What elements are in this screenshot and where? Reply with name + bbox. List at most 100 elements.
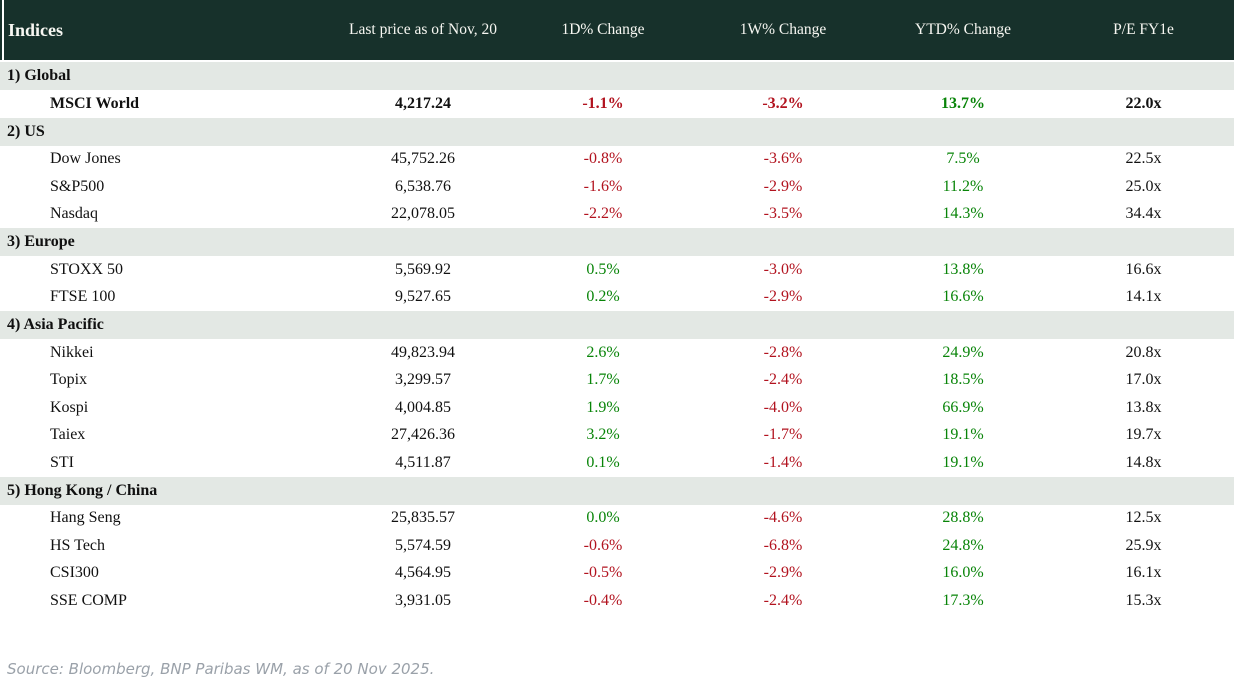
table-row: SSE COMP 3,931.05 -0.4% -2.4% 17.3% 15.3x [0,587,1234,615]
change-ytd: 16.0% [942,564,984,582]
change-ytd: 13.7% [941,94,985,112]
table-row: Hang Seng 25,835.57 0.0% -4.6% 28.8% 12.5x [0,504,1234,532]
change-1d: -0.5% [583,564,623,582]
pe-ratio: 14.8x [1125,453,1162,471]
last-price: 3,931.05 [395,591,451,609]
change-1d: -0.8% [583,150,623,168]
last-price: 22,078.05 [391,205,455,223]
pe-ratio: 19.7x [1125,426,1162,444]
index-name: Nasdaq [50,205,98,223]
change-ytd: 7.5% [946,150,980,168]
change-1w: -3.2% [762,94,804,112]
table-row: MSCI World 4,217.24 -1.1% -3.2% 13.7% 22.0x [0,90,1234,118]
last-price: 6,538.76 [395,177,451,195]
pe-ratio: 25.9x [1125,536,1162,554]
pe-ratio: 22.5x [1125,150,1162,168]
column-header-ytd-change: YTD% Change [915,21,1011,38]
change-1d: -1.1% [582,94,624,112]
change-1w: -2.4% [763,591,803,609]
last-price: 4,217.24 [395,94,451,112]
column-header-last-price: Last price as of Nov, 20 [349,21,497,38]
column-header-1d-change: 1D% Change [561,21,645,38]
change-1w: -1.7% [763,426,803,444]
section-row: 2) US [0,117,1234,146]
last-price: 25,835.57 [391,509,455,527]
change-ytd: 19.1% [942,453,984,471]
section-row: 1) Global [0,62,1234,90]
section-label: 3) Europe [7,233,75,250]
index-name: STOXX 50 [50,260,124,278]
change-1w: -4.6% [763,509,803,527]
pe-ratio: 17.0x [1125,371,1162,389]
pe-ratio: 15.3x [1125,591,1162,609]
index-name: Dow Jones [50,150,121,168]
last-price: 45,752.26 [391,150,455,168]
table-header: Indices Last price as of Nov, 20 1D% Cha… [0,0,1234,60]
change-1w: -6.8% [763,536,803,554]
pe-ratio: 13.8x [1125,398,1162,416]
pe-ratio: 25.0x [1125,177,1162,195]
last-price: 27,426.36 [391,426,455,444]
index-name: Topix [50,371,88,389]
change-ytd: 19.1% [942,426,984,444]
table-row: Nikkei 49,823.94 2.6% -2.8% 24.9% 20.8x [0,339,1234,367]
last-price: 4,564.95 [395,564,451,582]
change-1w: -3.0% [763,260,803,278]
index-name: STI [50,453,74,471]
index-name: Kospi [50,398,89,416]
last-price: 3,299.57 [395,371,451,389]
indices-table: Indices Last price as of Nov, 20 1D% Cha… [0,0,1234,615]
section-label: 4) Asia Pacific [7,316,104,333]
change-ytd: 11.2% [942,177,984,195]
last-price: 5,569.92 [395,260,451,278]
table-row: HS Tech 5,574.59 -0.6% -6.8% 24.8% 25.9x [0,532,1234,560]
source-note: Source: Bloomberg, BNP Paribas WM, as of… [7,659,435,678]
index-name: Hang Seng [50,509,121,527]
change-1w: -1.4% [763,453,803,471]
last-price: 4,004.85 [395,398,451,416]
index-name: Taiex [50,426,86,444]
table-row: Kospi 4,004.85 1.9% -4.0% 66.9% 13.8x [0,394,1234,422]
table-row: Nasdaq 22,078.05 -2.2% -3.5% 14.3% 34.4x [0,200,1234,228]
change-ytd: 24.9% [942,343,984,361]
change-1d: 0.2% [586,288,620,306]
table-row: Dow Jones 45,752.26 -0.8% -3.6% 7.5% 22.5x [0,145,1234,173]
change-1w: -2.4% [763,371,803,389]
change-1w: -3.5% [763,205,803,223]
change-1d: 2.6% [586,343,620,361]
change-1d: 1.7% [586,371,620,389]
change-1w: -2.9% [763,564,803,582]
change-1d: 1.9% [586,398,620,416]
change-1d: 3.2% [586,426,620,444]
change-1w: -3.6% [763,150,803,168]
table-row: FTSE 100 9,527.65 0.2% -2.9% 16.6% 14.1x [0,283,1234,311]
pe-ratio: 22.0x [1125,94,1162,112]
index-name: Nikkei [50,343,94,361]
table-row: STOXX 50 5,569.92 0.5% -3.0% 13.8% 16.6x [0,256,1234,284]
last-price: 49,823.94 [391,343,455,361]
change-1d: -2.2% [583,205,623,223]
column-header-1w-change: 1W% Change [739,21,827,38]
section-row: 4) Asia Pacific [0,311,1234,339]
change-ytd: 14.3% [942,205,984,223]
pe-ratio: 20.8x [1125,343,1162,361]
table-body: 1) Global MSCI World 4,217.24 -1.1% -3.2% 13.… [0,60,1234,615]
index-name: S&P500 [50,177,105,195]
pe-ratio: 16.1x [1125,564,1162,582]
section-row: 3) Europe [0,228,1234,256]
index-name: MSCI World [50,94,140,112]
last-price: 4,511.87 [395,453,451,471]
change-ytd: 16.6% [942,288,984,306]
section-label: 1) Global [7,67,71,84]
index-name: FTSE 100 [50,288,116,306]
table-row: Topix 3,299.57 1.7% -2.4% 18.5% 17.0x [0,366,1234,394]
change-1d: 0.5% [586,260,620,278]
change-1d: 0.0% [586,509,620,527]
change-ytd: 17.3% [942,591,984,609]
pe-ratio: 14.1x [1125,288,1162,306]
change-ytd: 28.8% [942,509,984,527]
pe-ratio: 16.6x [1125,260,1162,278]
column-header-pe: P/E FY1e [1113,21,1174,38]
table-row: Taiex 27,426.36 3.2% -1.7% 19.1% 19.7x [0,421,1234,449]
index-name: SSE COMP [50,591,127,609]
